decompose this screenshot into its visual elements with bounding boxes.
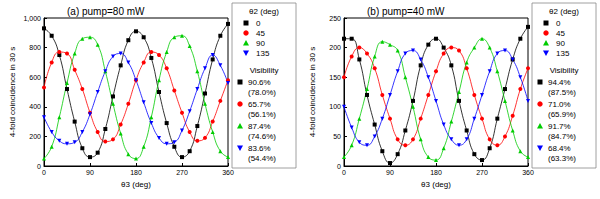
svg-text:45: 45 <box>556 29 565 38</box>
svg-text:91.7%: 91.7% <box>548 122 571 131</box>
svg-text:83.6%: 83.6% <box>248 144 271 153</box>
svg-text:200: 200 <box>329 44 341 51</box>
svg-text:θ3 (deg): θ3 (deg) <box>121 180 151 189</box>
svg-text:90: 90 <box>556 39 565 48</box>
svg-text:0: 0 <box>256 19 261 28</box>
svg-text:0: 0 <box>37 163 41 170</box>
svg-text:90: 90 <box>386 169 394 176</box>
svg-text:200: 200 <box>29 133 41 140</box>
svg-text:(56.1%): (56.1%) <box>248 110 276 119</box>
svg-text:270: 270 <box>176 169 188 176</box>
svg-text:800: 800 <box>29 44 41 51</box>
svg-text:87.4%: 87.4% <box>248 122 271 131</box>
svg-text:θ2 (deg): θ2 (deg) <box>249 7 279 16</box>
svg-text:4-fold coincidence in 30 s: 4-fold coincidence in 30 s <box>8 47 17 137</box>
svg-text:(78.0%): (78.0%) <box>248 88 276 97</box>
svg-text:360: 360 <box>222 169 234 176</box>
svg-text:135: 135 <box>256 49 270 58</box>
svg-text:180: 180 <box>430 169 442 176</box>
svg-text:4-fold coincidence in 30 s: 4-fold coincidence in 30 s <box>308 47 317 137</box>
svg-text:(87.5%): (87.5%) <box>548 88 576 97</box>
svg-text:135: 135 <box>556 49 570 58</box>
svg-text:Visibility: Visibility <box>250 66 279 75</box>
svg-text:(65.9%): (65.9%) <box>548 110 576 119</box>
svg-text:(b) pump=40 mW: (b) pump=40 mW <box>367 6 445 17</box>
svg-text:65.7%: 65.7% <box>248 100 271 109</box>
svg-text:180: 180 <box>130 169 142 176</box>
svg-text:0: 0 <box>42 169 46 176</box>
svg-text:71.0%: 71.0% <box>548 100 571 109</box>
svg-text:1,000: 1,000 <box>23 15 41 22</box>
svg-text:150: 150 <box>329 74 341 81</box>
svg-text:(63.3%): (63.3%) <box>548 154 576 163</box>
svg-text:θ2 (deg): θ2 (deg) <box>549 7 579 16</box>
svg-text:360: 360 <box>522 169 534 176</box>
svg-text:270: 270 <box>476 169 488 176</box>
svg-text:50: 50 <box>333 133 341 140</box>
svg-text:90.6%: 90.6% <box>248 78 271 87</box>
svg-text:250: 250 <box>329 15 341 22</box>
svg-text:(a) pump=80 mW: (a) pump=80 mW <box>67 6 145 17</box>
svg-text:400: 400 <box>29 103 41 110</box>
svg-text:Visibility: Visibility <box>550 66 579 75</box>
svg-text:0: 0 <box>337 163 341 170</box>
svg-text:(54.4%): (54.4%) <box>248 154 276 163</box>
svg-text:94.4%: 94.4% <box>548 78 571 87</box>
svg-text:(84.7%): (84.7%) <box>548 132 576 141</box>
svg-text:45: 45 <box>256 29 265 38</box>
svg-text:600: 600 <box>29 74 41 81</box>
svg-text:0: 0 <box>556 19 561 28</box>
svg-text:68.4%: 68.4% <box>548 144 571 153</box>
svg-text:(74.6%): (74.6%) <box>248 132 276 141</box>
svg-text:100: 100 <box>329 103 341 110</box>
svg-text:90: 90 <box>86 169 94 176</box>
svg-text:0: 0 <box>342 169 346 176</box>
svg-text:90: 90 <box>256 39 265 48</box>
svg-text:θ3 (deg): θ3 (deg) <box>421 180 451 189</box>
